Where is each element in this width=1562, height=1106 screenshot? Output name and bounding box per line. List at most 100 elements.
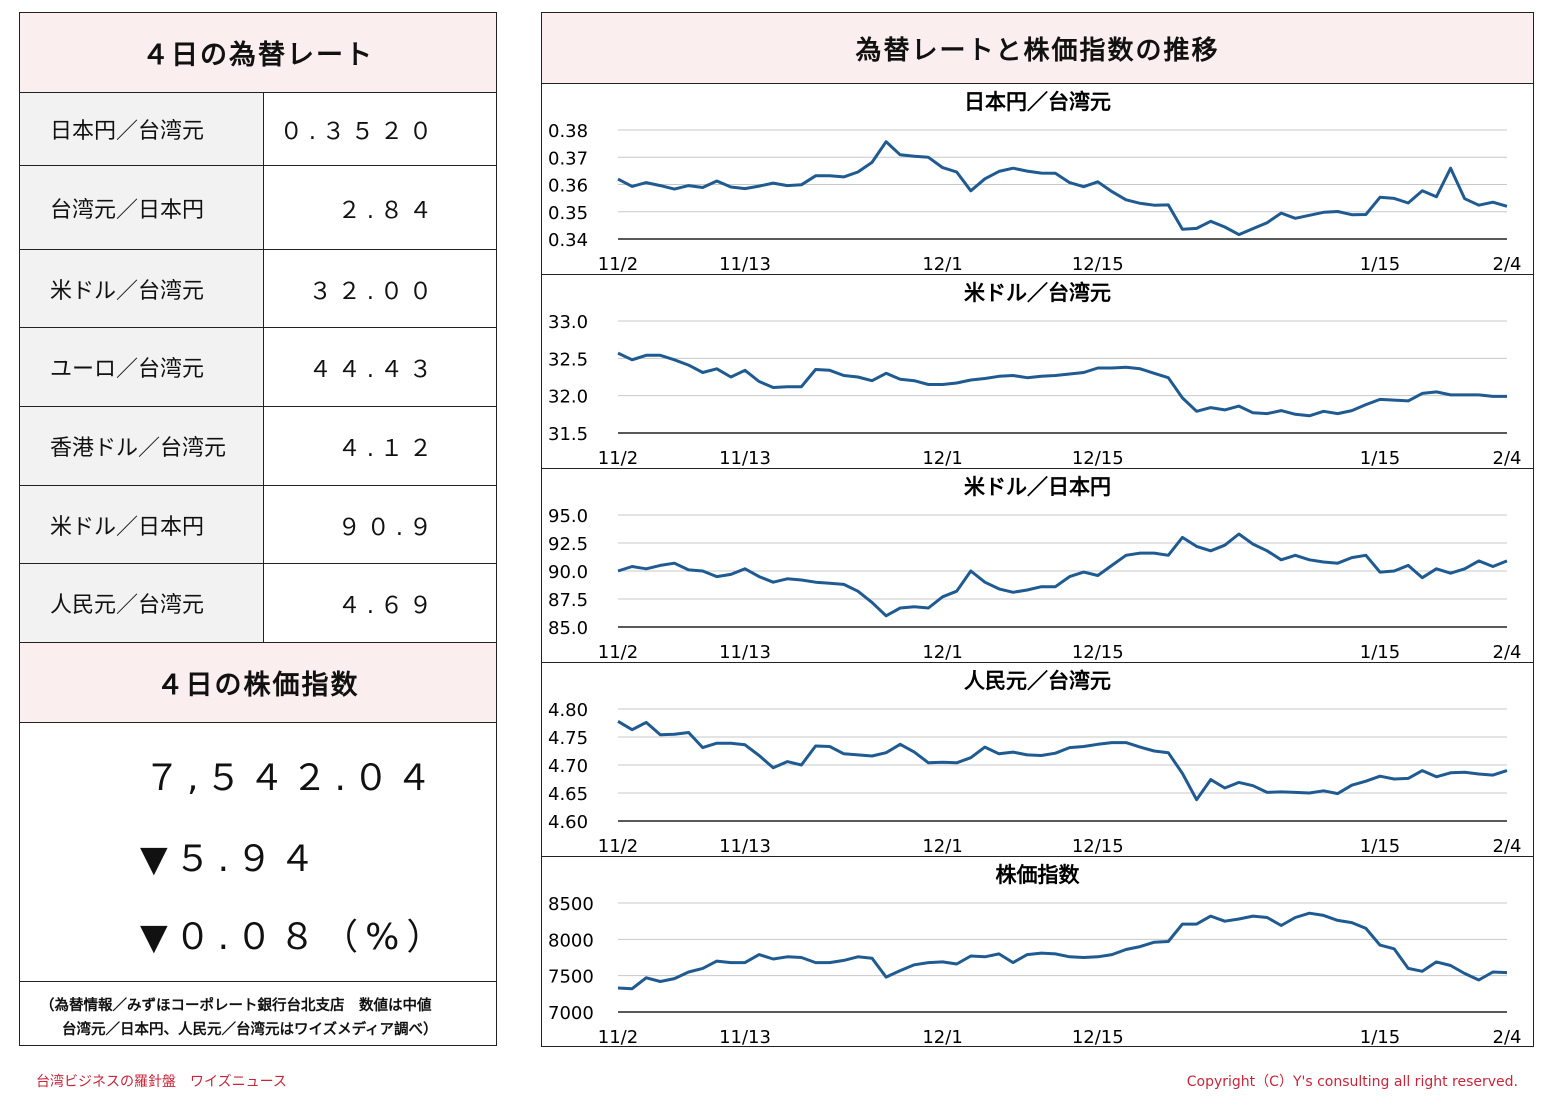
chart-title: 米ドル／台湾元 — [964, 281, 1111, 305]
x-tick-label: 11/2 — [598, 836, 638, 857]
chart-title: 人民元／台湾元 — [964, 669, 1111, 693]
x-tick-label: 12/15 — [1072, 448, 1124, 469]
charts-panel: 為替レートと株価指数の推移 日本円／台湾元 0.34 0.35 0.36 0.37 0.3… — [541, 12, 1534, 1048]
chart-panel: 米ドル／台湾元 31.5 32.0 32.5 33.0 11/2 11/13 12/1 12/1… — [542, 275, 1533, 469]
y-tick-label: 32.0 — [548, 387, 588, 408]
rate-label: 香港ドル／台湾元 — [20, 407, 264, 485]
x-tick-label: 2/4 — [1493, 254, 1522, 275]
x-tick-label: 11/13 — [719, 254, 771, 275]
index-panel: ７,５４２.０４ ▼５.９４ ▼０.０８（%） — [20, 723, 496, 982]
series-line — [617, 911, 1508, 991]
rate-label: 台湾元／日本円 — [20, 166, 264, 249]
y-tick-label: 85.0 — [548, 618, 588, 639]
x-tick-label: 11/2 — [598, 254, 638, 275]
y-tick-label: 4.80 — [548, 700, 588, 721]
index-change-pct: ▼０.０８（%） — [140, 917, 450, 958]
x-tick-label: 12/1 — [922, 254, 962, 275]
source-note: （為替情報／みずほコーポレート銀行台北支店 数値は中値 台湾元／日本円、人民元／… — [20, 982, 496, 1042]
y-tick-label: 4.75 — [548, 728, 588, 749]
index-change: ▼５.９４ — [140, 839, 323, 880]
x-tick-label: 2/4 — [1493, 448, 1522, 469]
y-tick-label: 0.37 — [548, 148, 588, 169]
y-tick-label: 4.70 — [548, 756, 588, 777]
x-tick-label: 1/15 — [1360, 642, 1400, 663]
x-tick-label: 12/1 — [922, 448, 962, 469]
x-tick-label: 12/15 — [1072, 642, 1124, 663]
y-tick-label: 95.0 — [548, 506, 588, 527]
y-tick-label: 92.5 — [548, 534, 588, 555]
index-value: ７,５４２.０４ — [144, 758, 439, 799]
x-tick-label: 2/4 — [1493, 642, 1522, 663]
note-line-2: 台湾元／日本円、人民元／台湾元はワイズメディア調べ） — [62, 1022, 438, 1038]
y-tick-label: 0.36 — [548, 176, 588, 197]
x-tick-label: 12/15 — [1072, 254, 1124, 275]
footer-copyright: Copyright（C）Y's consulting all right res… — [1186, 1074, 1518, 1090]
rate-label: 日本円／台湾元 — [20, 93, 264, 165]
chart-title: 株価指数 — [996, 863, 1081, 887]
y-tick-label: 32.5 — [548, 349, 588, 370]
charts-title: 為替レートと株価指数の推移 — [542, 13, 1533, 84]
rate-row: 人民元／台湾元 ４.６９ — [20, 564, 496, 643]
x-tick-label: 12/1 — [922, 836, 962, 857]
rate-value: ４４.４３ — [308, 357, 438, 383]
rate-table: 日本円／台湾元 ０.３５２０ 台湾元／日本円 ２.８４ 米ドル／台湾元 ３２.００ ユーロ／… — [20, 93, 496, 643]
y-tick-label: 33.0 — [548, 312, 588, 333]
rate-row: ユーロ／台湾元 ４４.４３ — [20, 328, 496, 407]
rate-label: ユーロ／台湾元 — [20, 328, 264, 406]
x-tick-label: 11/2 — [598, 448, 638, 469]
rate-value: ３２.００ — [308, 278, 438, 305]
x-tick-label: 11/2 — [598, 642, 638, 663]
y-tick-label: 31.5 — [548, 424, 588, 445]
x-tick-label: 11/2 — [598, 1027, 638, 1048]
x-tick-label: 2/4 — [1493, 1027, 1522, 1048]
x-tick-label: 12/15 — [1072, 836, 1124, 857]
chart-panel: 人民元／台湾元 4.60 4.65 4.70 4.75 4.80 11/2 11/13 12/1… — [542, 663, 1533, 857]
rate-row: 米ドル／日本円 ９０.９ — [20, 486, 496, 564]
y-tick-label: 8000 — [548, 930, 594, 951]
chart-title: 日本円／台湾元 — [964, 90, 1111, 114]
rate-label: 人民元／台湾元 — [20, 564, 264, 642]
index-title: ４日の株価指数 — [20, 643, 496, 723]
y-tick-label: 7500 — [548, 967, 594, 988]
x-tick-label: 1/15 — [1360, 1027, 1400, 1048]
chart-panel: 株価指数 7000 7500 8000 8500 11/2 11/13 12/1 12/15 1/… — [542, 857, 1533, 1048]
y-tick-label: 0.35 — [548, 203, 588, 224]
footer-brand: 台湾ビジネスの羅針盤 ワイズニュース — [36, 1074, 287, 1090]
line-chart: 米ドル／台湾元 31.5 32.0 32.5 33.0 11/2 11/13 12/1 12/1… — [548, 281, 1522, 469]
series-line — [617, 351, 1507, 418]
line-chart: 米ドル／日本円 85.0 87.5 90.0 92.5 95.0 11/2 11/13 12/1… — [548, 475, 1522, 663]
charts-container: 日本円／台湾元 0.34 0.35 0.36 0.37 0.38 11/2 11/13 12/1… — [542, 84, 1533, 1048]
rate-value: ４.６９ — [337, 593, 438, 619]
line-chart: 株価指数 7000 7500 8000 8500 11/2 11/13 12/1 12/15 1/… — [548, 863, 1522, 1048]
rate-value: ０.３５２０ — [279, 119, 438, 145]
rate-row: 台湾元／日本円 ２.８４ — [20, 166, 496, 250]
note-line-1: （為替情報／みずほコーポレート銀行台北支店 数値は中値 — [40, 998, 432, 1014]
x-tick-label: 11/13 — [719, 448, 771, 469]
y-tick-label: 4.65 — [548, 784, 588, 805]
rate-value: ２.８４ — [337, 197, 438, 224]
x-tick-label: 1/15 — [1360, 836, 1400, 857]
y-tick-label: 0.34 — [548, 230, 588, 251]
y-tick-label: 8500 — [548, 894, 594, 915]
rate-row: 日本円／台湾元 ０.３５２０ — [20, 93, 496, 166]
y-tick-label: 90.0 — [548, 562, 588, 583]
x-tick-label: 11/13 — [719, 1027, 771, 1048]
line-chart: 日本円／台湾元 0.34 0.35 0.36 0.37 0.38 11/2 11/13 12/1… — [548, 90, 1522, 275]
rate-label: 米ドル／台湾元 — [20, 250, 264, 327]
x-tick-label: 1/15 — [1360, 254, 1400, 275]
rate-row: 香港ドル／台湾元 ４.１２ — [20, 407, 496, 486]
chart-panel: 日本円／台湾元 0.34 0.35 0.36 0.37 0.38 11/2 11/13 12/1… — [542, 84, 1533, 275]
y-tick-label: 0.38 — [548, 121, 588, 142]
x-tick-label: 11/13 — [719, 642, 771, 663]
rate-value: ４.１２ — [337, 436, 438, 462]
x-tick-label: 11/13 — [719, 836, 771, 857]
x-tick-label: 2/4 — [1493, 836, 1522, 857]
rate-label: 米ドル／日本円 — [20, 486, 264, 563]
rates-title: ４日の為替レート — [20, 13, 496, 93]
y-tick-label: 4.60 — [548, 812, 588, 833]
x-tick-label: 12/1 — [922, 642, 962, 663]
series-line — [617, 140, 1508, 237]
chart-panel: 米ドル／日本円 85.0 87.5 90.0 92.5 95.0 11/2 11/13 12/1… — [542, 469, 1533, 663]
y-tick-label: 7000 — [548, 1003, 594, 1024]
series-line — [617, 720, 1508, 802]
